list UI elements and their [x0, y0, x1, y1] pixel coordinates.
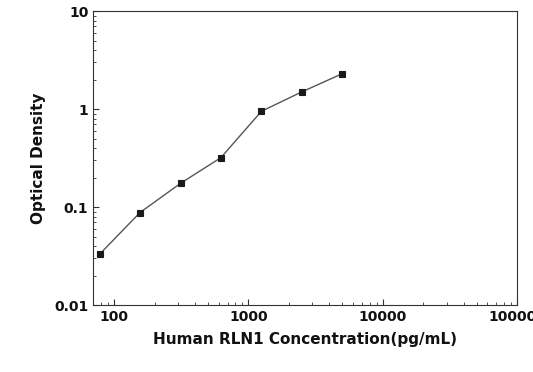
Y-axis label: Optical Density: Optical Density: [31, 92, 46, 224]
X-axis label: Human RLN1 Concentration(pg/mL): Human RLN1 Concentration(pg/mL): [153, 332, 457, 347]
